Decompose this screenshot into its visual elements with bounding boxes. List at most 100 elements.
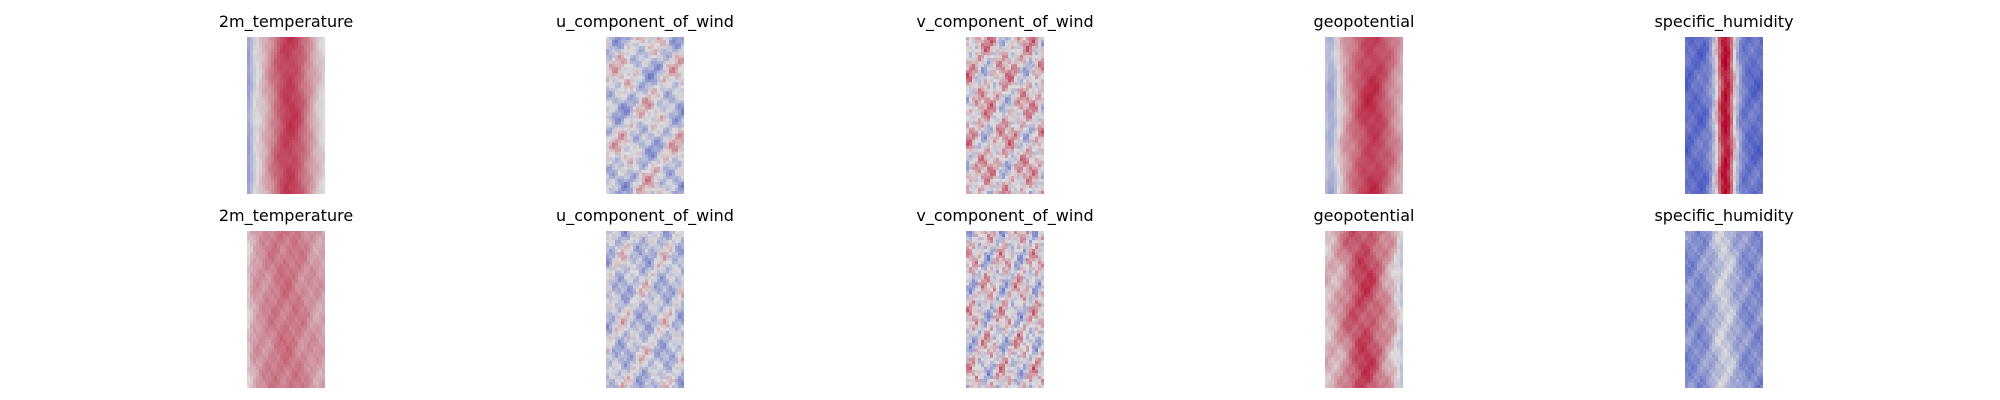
heatmap-cell — [289, 94, 293, 98]
heatmap-cell — [1355, 133, 1359, 138]
heatmap-cell — [295, 112, 299, 116]
heatmap-cell — [1032, 70, 1036, 74]
heatmap-cell — [651, 106, 655, 110]
heatmap-cell — [1008, 172, 1012, 177]
heatmap-cell — [621, 43, 625, 47]
heatmap-cell — [1029, 37, 1033, 41]
heatmap-cell — [651, 109, 655, 113]
heatmap-cell — [996, 190, 1000, 194]
heatmap-cell — [283, 70, 287, 74]
heatmap-cell — [672, 73, 676, 77]
heatmap-cell — [609, 169, 613, 174]
heatmap-cell — [639, 55, 643, 59]
heatmap-cell — [990, 73, 994, 77]
heatmap-cell — [648, 61, 652, 65]
heatmap-cell — [1367, 88, 1371, 92]
heatmap-cell — [1002, 130, 1006, 135]
heatmap-cell — [1343, 82, 1347, 86]
heatmap-cell — [304, 43, 308, 47]
heatmap-cell — [993, 187, 997, 192]
heatmap-cell — [999, 85, 1003, 89]
heatmap-cell — [1008, 169, 1012, 174]
heatmap-cell — [975, 82, 979, 86]
heatmap-cell — [1026, 43, 1030, 47]
heatmap-cell — [636, 112, 640, 116]
heatmap-cell — [1026, 175, 1030, 180]
heatmap-cell — [621, 115, 625, 119]
heatmap-cell — [1331, 142, 1335, 147]
heatmap-cell — [663, 94, 667, 98]
heatmap-cell — [636, 124, 640, 128]
heatmap-cell — [1325, 130, 1329, 135]
heatmap-cell — [993, 190, 997, 194]
heatmap-cell — [298, 37, 302, 41]
heatmap-cell — [612, 130, 616, 135]
heatmap-cell — [301, 154, 305, 159]
heatmap-cell — [1029, 88, 1033, 92]
heatmap-cell — [636, 157, 640, 162]
heatmap-cell — [627, 40, 631, 44]
heatmap-cell — [1041, 178, 1044, 183]
heatmap-cell — [283, 100, 287, 104]
heatmap-cell — [1038, 64, 1042, 68]
heatmap-cell — [1020, 40, 1024, 44]
heatmap-cell — [280, 139, 284, 144]
heatmap-cell — [1005, 76, 1009, 80]
heatmap-cell — [966, 175, 970, 180]
heatmap-cell — [993, 43, 997, 47]
heatmap-cell — [636, 115, 640, 119]
heatmap-cell — [1029, 178, 1033, 183]
heatmap-cell — [262, 178, 266, 183]
heatmap-cell — [990, 43, 994, 47]
heatmap-cell — [993, 169, 997, 174]
heatmap-cell — [1038, 40, 1042, 44]
heatmap-cell — [996, 163, 1000, 168]
heatmap-cell — [633, 145, 637, 150]
heatmap-cell — [984, 115, 988, 119]
heatmap-cell — [645, 121, 649, 125]
heatmap-cell — [666, 112, 670, 116]
heatmap-cell — [1355, 118, 1359, 122]
heatmap-cell — [280, 46, 284, 50]
heatmap-cell — [639, 136, 643, 141]
heatmap-cell — [1340, 73, 1344, 77]
heatmap-cell — [1026, 157, 1030, 162]
heatmap-cell — [316, 55, 320, 59]
heatmap-cell — [1035, 76, 1039, 80]
heatmap-cell — [1385, 73, 1389, 77]
heatmap-cell — [289, 73, 293, 77]
heatmap-cell — [1014, 64, 1018, 68]
heatmap-cell — [642, 106, 646, 110]
heatmap-cell — [1376, 46, 1380, 50]
heatmap-cell — [1029, 79, 1033, 83]
heatmap-cell — [268, 52, 272, 56]
heatmap-cell — [253, 169, 257, 174]
heatmap-cell — [289, 103, 293, 107]
heatmap-cell — [322, 61, 325, 65]
heatmap-cell — [277, 52, 281, 56]
heatmap-cell — [1376, 139, 1380, 144]
heatmap-cell — [1391, 37, 1395, 41]
heatmap-cell — [636, 49, 640, 53]
heatmap-cell — [660, 40, 664, 44]
heatmap-cell — [657, 85, 661, 89]
heatmap-cell — [966, 79, 970, 83]
heatmap-cell — [307, 142, 311, 147]
heatmap-cell — [298, 160, 302, 165]
heatmap-cell — [1361, 121, 1365, 125]
heatmap-cell — [660, 67, 664, 71]
heatmap-cell — [966, 106, 970, 110]
heatmap-cell — [1352, 61, 1356, 65]
heatmap-cell — [271, 160, 275, 165]
heatmap-cell — [304, 88, 308, 92]
heatmap-cell — [307, 85, 311, 89]
heatmap-cell — [678, 148, 682, 153]
heatmap-cell — [645, 67, 649, 71]
heatmap-cell — [651, 169, 655, 174]
heatmap-cell — [316, 115, 320, 119]
heatmap-cell — [247, 172, 251, 177]
heatmap-cell — [984, 118, 988, 122]
heatmap-cell — [636, 163, 640, 168]
heatmap-cell — [1008, 118, 1012, 122]
heatmap-cell — [304, 115, 308, 119]
